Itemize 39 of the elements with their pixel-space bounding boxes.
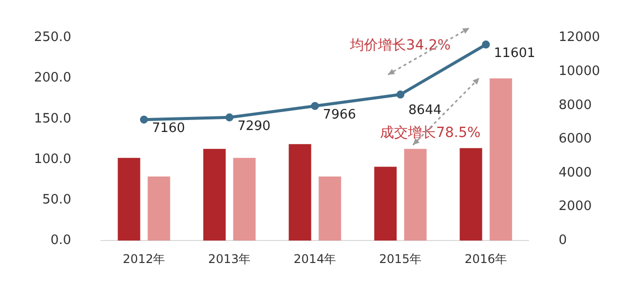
y2-tick-label: 6000 [558,132,592,147]
y-tick-label: 50.0 [42,192,72,208]
y-tick-label: 0.0 [50,232,72,248]
bar [318,176,342,241]
data-label: 7966 [322,107,356,122]
bar [148,176,170,241]
bar [203,148,226,241]
y2-tick-label: 8000 [558,98,592,113]
bar [288,144,312,241]
y2-tick-label: 0 [558,232,567,248]
x-tick-label: 2014年 [294,252,336,266]
point [310,102,319,110]
y-tick-label: 100.0 [34,152,72,167]
bar [490,78,512,241]
y2-tick-label: 10000 [558,64,600,79]
x-tick-label: 2016年 [464,252,508,266]
x-tick-label: 2015年 [379,252,422,266]
data-label: 11601 [494,46,536,61]
y2-tick-label: 2000 [558,199,592,214]
annotation: 均价增长34.2% [349,38,451,54]
data-label: 7160 [152,120,186,136]
point [482,40,490,49]
bar [233,158,256,241]
point [140,116,148,124]
point [396,90,404,99]
y-tick-label: 150.0 [34,111,72,126]
y2-tick-label: 4000 [558,165,592,180]
x-tick-label: 2012年 [122,252,166,266]
bar [118,158,140,241]
data-label: 8644 [408,102,442,118]
y-tick-label: 200.0 [34,70,72,86]
y-tick-label: 250.0 [34,30,72,46]
bar [404,148,427,241]
bar [374,166,397,241]
data-label: 7290 [237,118,271,134]
point [225,113,234,122]
bar [460,148,482,241]
y2-tick-label: 12000 [558,30,600,46]
x-tick-label: 2013年 [208,252,251,266]
